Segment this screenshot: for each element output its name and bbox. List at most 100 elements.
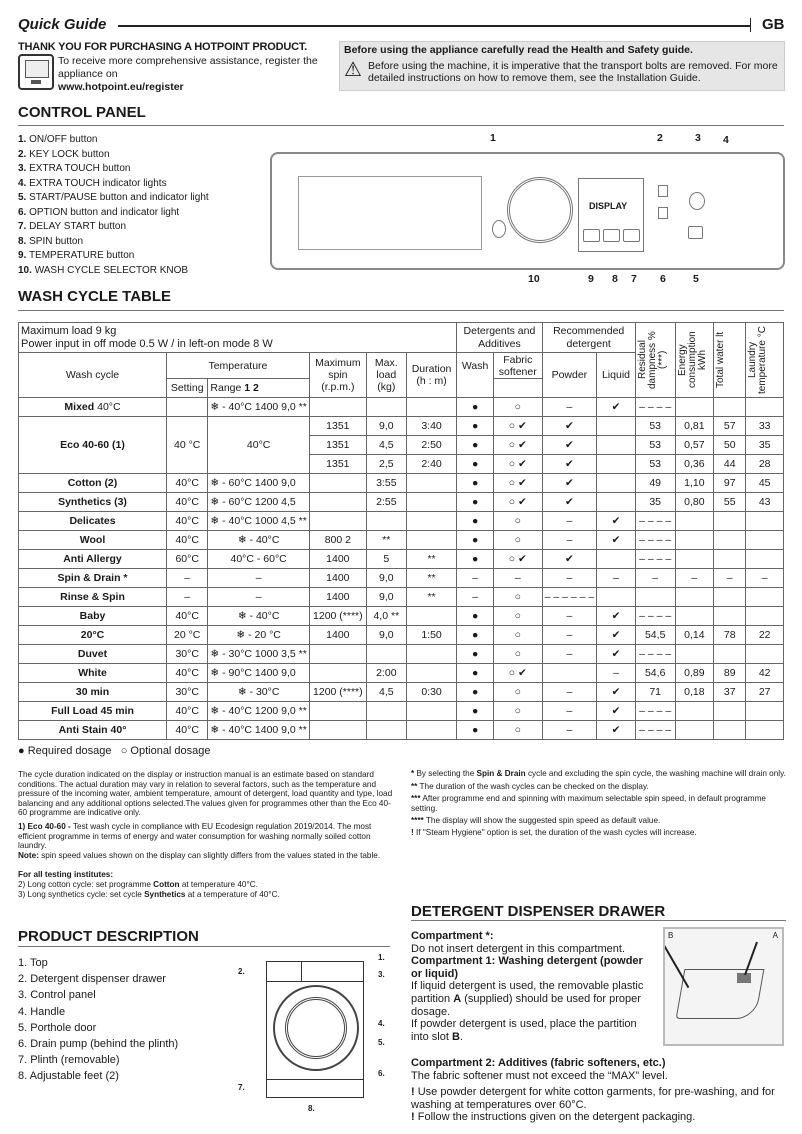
table-row: 20°C 20 °C ❄ - 20 °C 1400 9,0 1:50 ● ○ – ✔ 54,5 0,1… [18,625,784,645]
table-cell: 1351 [308,454,367,474]
c1-title: Compartment 1: Washing detergent (powder… [411,955,643,980]
drawer-tray [675,969,765,1019]
table-cell: ○ ✔ [493,473,543,493]
table-cell [713,530,747,550]
table-cell [596,473,636,493]
table-cell: ○ [493,606,543,626]
table-row: Synthetics (3) 40°C ❄ - 60°C 1200 4,5 2:55 ●… [18,492,784,512]
table-cell [308,701,367,721]
item-label: OPTION button and indicator light [29,206,180,218]
table-cell: – [165,568,209,588]
table-cell [405,701,458,721]
table-cell: 2:40 [405,454,458,474]
table-cell: 40°C [165,606,209,626]
table-cell [405,606,458,626]
table-cell: ❄ - 60°C 1400 9,0 [207,473,310,493]
table-cell: ○ [493,511,543,531]
spin-button [603,229,620,242]
label-b: B [668,931,674,940]
table-cell: ✔ [596,511,636,531]
table-cell: ● [456,625,494,645]
divider [18,125,784,126]
item-number: 10. [18,264,32,276]
display: DISPLAY [578,178,644,252]
cycle-name-bold: White [78,667,107,679]
table-cell: – – – – [634,511,676,531]
cycle-name: Mixed 40°C [18,397,167,417]
notes-left: The cycle duration indicated on the disp… [18,770,398,899]
table-cell [365,397,407,417]
control-panel-item: 10. WASH CYCLE SELECTOR KNOB [18,264,209,279]
table-cell: 0,14 [674,625,715,645]
callout-9: 9 [588,273,594,285]
eco-note: 1) Eco 40-60 - Test wash cycle in compli… [18,822,398,860]
table-cell [405,492,458,512]
i3a: 3) Long synthetics cycle: set cycle [18,889,145,899]
item-number: 2. [18,148,27,160]
m3: *** [411,794,421,804]
table-cell: ** [405,587,458,607]
register-link[interactable]: www.hotpoint.eu/register [58,81,184,93]
item-label: TEMPERATURE button [28,250,135,261]
cycle-name-bold: Cotton (2) [67,477,118,489]
table-cell [365,701,407,721]
table-cell [745,720,784,740]
table-cell: 40°C [165,530,209,550]
table-cell: 4,5 [365,682,407,702]
table-cell: ❄ - 90°C 1400 9,0 [207,663,310,683]
table-cell: ○ [493,682,543,702]
i2c: at temperature 40°C. [179,879,258,889]
c1d: If powder detergent is used, place the p… [411,1018,637,1043]
control-panel-item: 2. KEY LOCK button [18,148,209,163]
cycle-name: White [18,663,167,683]
table-cell: – [456,568,494,588]
table-cell: 43 [745,492,784,512]
table-cell: 1400 [308,587,367,607]
table-cell: 2,5 [365,454,407,474]
table-cell: ❄ - 40°C 1000 4,5 ** [207,511,310,531]
table-cell [405,644,458,664]
m1: * [411,769,415,778]
table-cell [308,663,367,683]
cycle-name-bold: Wool [79,534,106,546]
th-duration: Duration (h : m) [405,352,458,398]
product-callout-5: 5. [378,1038,385,1047]
table-cell: ○ [493,397,543,417]
th-max-spin: Maximum spin (r.p.m.) [308,352,367,398]
table-cell: 2:50 [405,435,458,455]
divider [411,920,786,921]
table-cell [674,530,715,550]
legend-required: Required dosage [27,745,112,757]
th-residual: Residual dampness % (***) [636,331,668,389]
cycle-name: Anti Allergy [18,549,167,569]
table-cell: 60°C [165,549,209,569]
table-cell [674,701,715,721]
table-cell: 40°C [165,511,209,531]
table-cell [308,397,367,417]
delay-start-button [623,229,640,242]
cycle-name: Wool [18,530,167,550]
control-panel-item: 8. SPIN button [18,235,209,250]
callout-8: 8 [612,273,618,285]
table-cell: 40 °C [165,416,209,474]
table-cell: 40°C [165,492,209,512]
item-label: EXTRA TOUCH indicator lights [29,177,167,189]
table-cell: – [541,644,598,664]
table-cell: ❄ - 20 °C [207,625,310,645]
table-cell: – [596,568,636,588]
table-cell: – [541,511,598,531]
control-panel-item: 4. EXTRA TOUCH indicator lights [18,177,209,192]
table-cell: 27 [745,682,784,702]
table-cell: – [596,663,636,683]
cycle-name: Rinse & Spin [18,587,167,607]
table-cell: – [541,530,598,550]
m2: ** [411,781,418,791]
table-cell [405,663,458,683]
item-label: ON/OFF button [29,134,98,145]
table-cell [745,701,784,721]
table-cell: ✔ [596,644,636,664]
notes-right: * By selecting the Spin & Drain cycle an… [411,769,786,838]
th-powder: Powder [541,352,598,398]
key-lock-button [658,185,668,197]
table-row: Rinse & Spin – –1400 9,0 ** – ○ – – – – – – [18,587,784,607]
